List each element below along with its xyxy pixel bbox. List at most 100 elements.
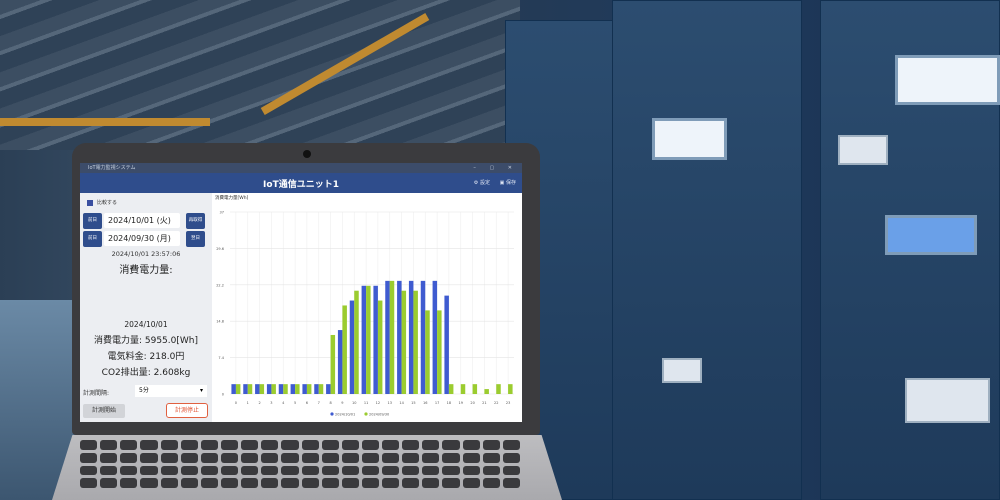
- key: [341, 440, 359, 450]
- key: [502, 440, 520, 450]
- x-tick-label: 8: [329, 401, 331, 405]
- key: [462, 465, 480, 476]
- bar-1: [366, 285, 371, 394]
- key: [502, 465, 520, 476]
- bar-1: [448, 384, 454, 394]
- settings-button[interactable]: ⚙ 設定: [474, 179, 490, 186]
- summary-date: 2024/10/01: [124, 320, 168, 329]
- x-tick-label: 1: [247, 401, 249, 405]
- refresh-button[interactable]: 再取得: [186, 213, 205, 229]
- key: [321, 465, 339, 476]
- key: [321, 452, 339, 463]
- key: [502, 478, 520, 488]
- key: [361, 478, 380, 488]
- bar-1: [389, 280, 395, 394]
- key: [200, 452, 218, 463]
- bar-0: [397, 280, 402, 394]
- key: [422, 465, 440, 476]
- key: [220, 452, 239, 463]
- key: [241, 465, 259, 476]
- control-panel: 比較する 前日 2024/10/01 (火) 再取得 前日 2024/09/30…: [80, 193, 212, 422]
- summary-co2: CO2排出量: 2.608kg: [101, 368, 191, 378]
- key: [442, 465, 460, 476]
- x-tick-label: 5: [294, 401, 296, 405]
- page-title: IoT通信ユニット1: [263, 180, 339, 190]
- y-tick-label: 29.6: [216, 247, 224, 251]
- y-tick-label: 0: [222, 393, 224, 397]
- interval-select[interactable]: 5分 ▾: [135, 385, 207, 397]
- x-tick-label: 14: [399, 401, 404, 405]
- x-tick-label: 18: [447, 401, 451, 405]
- key: [301, 465, 319, 476]
- key: [200, 440, 218, 450]
- compare-checkbox[interactable]: 比較する: [87, 199, 117, 206]
- start-button[interactable]: 計測開始: [83, 404, 125, 418]
- y-tick-label: 37: [220, 211, 224, 215]
- y-tick-label: 22.2: [216, 283, 224, 287]
- x-tick-label: 6: [306, 401, 308, 405]
- bar-0: [361, 285, 367, 394]
- key: [140, 452, 158, 463]
- key: [402, 465, 420, 476]
- bar-1: [413, 290, 418, 394]
- legend-label: 2024/09/30: [369, 412, 389, 416]
- key: [80, 478, 98, 488]
- bar-1: [271, 384, 276, 394]
- key: [382, 478, 400, 488]
- bar-0: [444, 295, 449, 394]
- app-window: IoT電力監視システム – ▢ ✕ IoT通信ユニット1 ⚙ 設定 ▣ 保存 比…: [80, 163, 522, 422]
- date-field-2[interactable]: 2024/09/30 (月): [104, 231, 180, 246]
- key: [241, 440, 259, 450]
- key: [220, 465, 239, 476]
- key: [80, 452, 98, 463]
- panel-label: [662, 358, 702, 383]
- crane-beam: [0, 118, 210, 126]
- key: [100, 452, 118, 463]
- chart-ylabel: 消費電力量[Wh]: [215, 196, 249, 201]
- key: [402, 452, 420, 463]
- key: [442, 452, 460, 463]
- bar-1: [401, 290, 407, 394]
- bar-0: [231, 384, 236, 394]
- key: [281, 465, 299, 476]
- key: [100, 478, 118, 488]
- key: [281, 440, 299, 450]
- date-field-1[interactable]: 2024/10/01 (火): [104, 213, 180, 228]
- next-day-button[interactable]: 翌日: [186, 231, 205, 247]
- power-chart: 消費電力量[Wh] 0 1 2 3 4 5 6 7 8 9 10 11 12 13 14 15 16 17 18 19…: [212, 193, 522, 422]
- save-button[interactable]: ▣ 保存: [500, 179, 516, 186]
- key: [100, 465, 118, 476]
- chart-svg: 0 1 2 3 4 5 6 7 8 9 10 11 12 13 14 15 16 17 18 19 20 21 22 2307…: [216, 211, 514, 416]
- key: [341, 478, 359, 488]
- bar-1: [496, 384, 501, 394]
- prev-day-button-2[interactable]: 前日: [83, 231, 102, 247]
- bar-1: [318, 384, 324, 394]
- x-tick-label: 17: [435, 401, 439, 405]
- panel-display: [652, 118, 727, 160]
- key: [140, 440, 158, 450]
- x-tick-label: 12: [376, 401, 380, 405]
- key: [321, 440, 339, 450]
- window-controls[interactable]: – ▢ ✕: [473, 165, 518, 171]
- bar-1: [508, 384, 513, 394]
- prev-day-button-1[interactable]: 前日: [83, 213, 102, 229]
- bar-1: [283, 384, 288, 394]
- app-header: IoT通信ユニット1 ⚙ 設定 ▣ 保存: [80, 173, 522, 193]
- legend-label: 2024/10/01: [335, 412, 355, 416]
- key: [281, 452, 299, 463]
- bar-0: [302, 384, 307, 394]
- panel-label: [905, 378, 990, 423]
- x-tick-label: 22: [494, 401, 498, 405]
- save-icon: ▣: [499, 180, 506, 186]
- key: [382, 452, 400, 463]
- key: [120, 440, 138, 450]
- summary-power: 消費電力量: 5955.0[Wh]: [93, 336, 198, 346]
- stop-button[interactable]: 計測停止: [166, 403, 208, 418]
- key: [422, 478, 440, 488]
- key: [482, 452, 500, 463]
- bar-1: [342, 305, 347, 394]
- key: [341, 465, 359, 476]
- key: [160, 478, 178, 488]
- gear-icon: ⚙: [473, 180, 480, 186]
- checkbox-icon[interactable]: [87, 199, 93, 206]
